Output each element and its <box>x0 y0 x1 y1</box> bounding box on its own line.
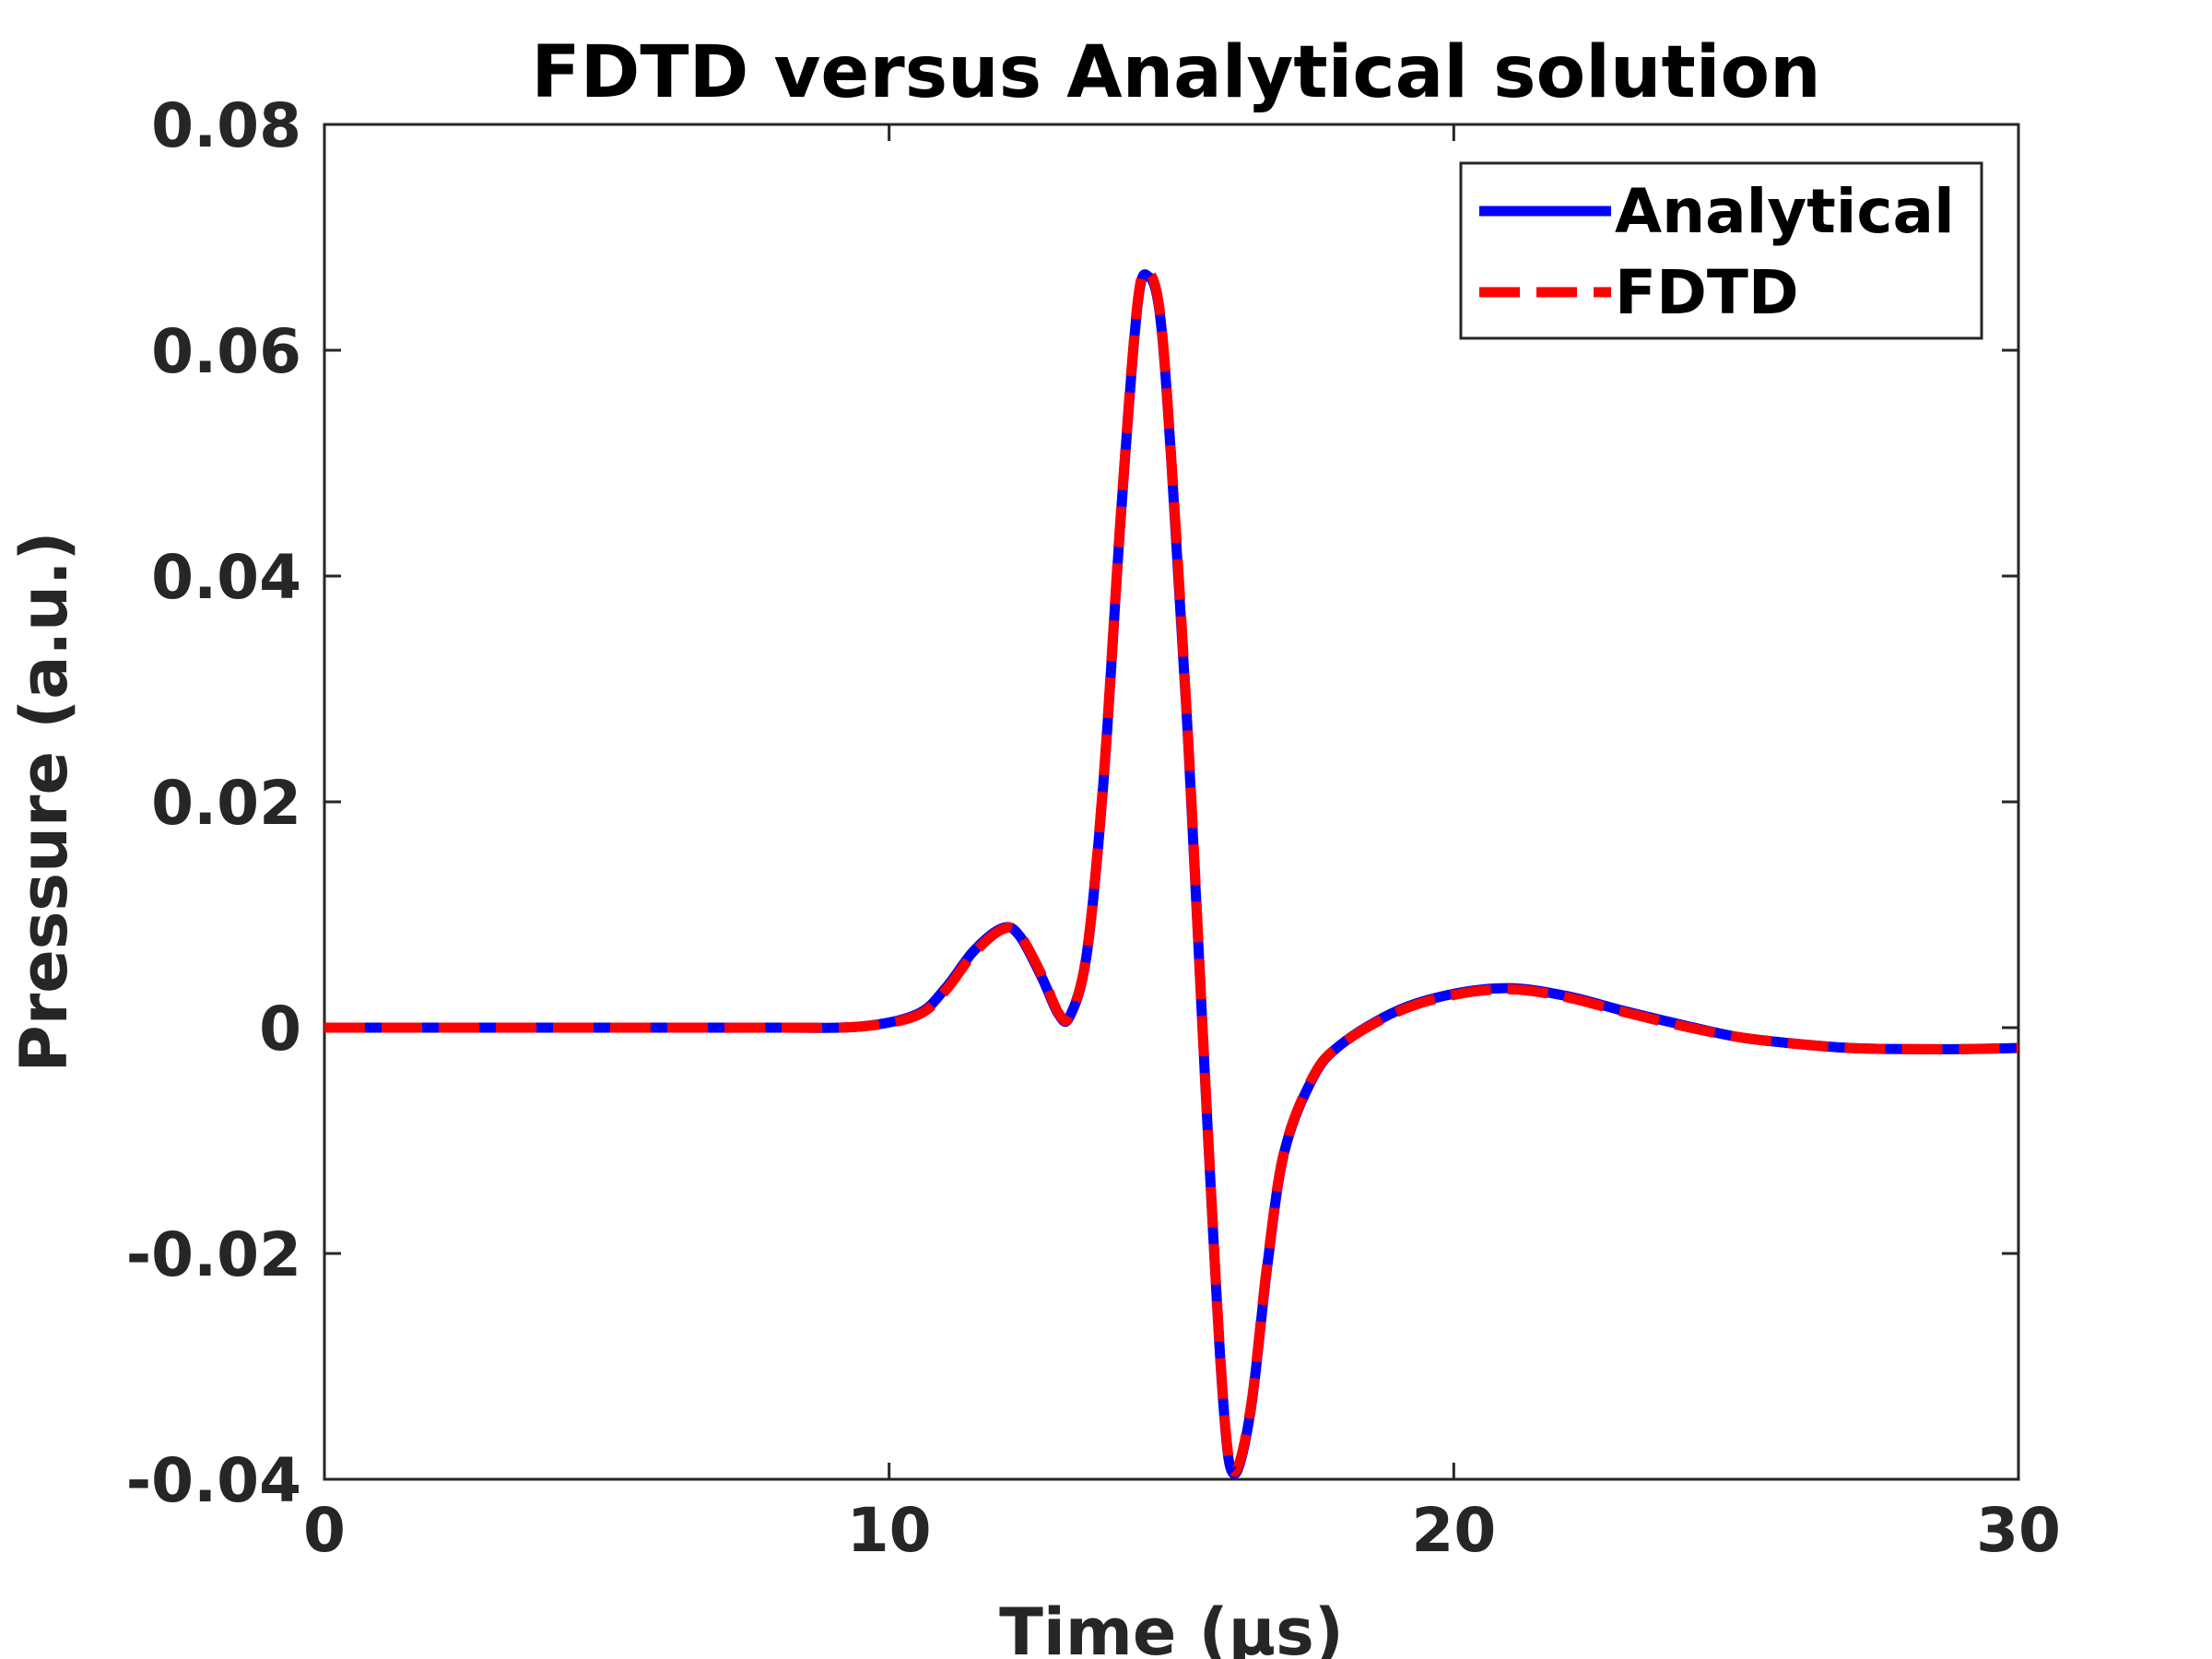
series-line-fdtd <box>324 265 2019 1477</box>
series-layer <box>324 265 2019 1479</box>
x-tick-label: 0 <box>303 1495 346 1566</box>
y-tick-label: 0.02 <box>151 768 301 839</box>
y-axis-label: Pressure (a.u.) <box>6 531 82 1072</box>
x-tick-label: 10 <box>847 1495 932 1566</box>
y-tick-label: -0.02 <box>126 1219 301 1290</box>
x-tick-label: 30 <box>1976 1495 2061 1566</box>
x-tick-label: 20 <box>1411 1495 1496 1566</box>
legend-box <box>1459 161 1983 340</box>
legend-label-analytical: Analytical <box>1615 176 1955 247</box>
y-tick-label: 0.06 <box>151 316 301 387</box>
y-tick-labels: -0.04 -0.02 0 0.02 0.04 0.06 0.08 <box>126 90 301 1516</box>
y-tick-label: 0 <box>259 994 301 1065</box>
y-tick-label: -0.04 <box>126 1445 301 1516</box>
x-tick-labels: 0 10 20 30 <box>303 1495 2061 1566</box>
legend: Analytical FDTD <box>1459 161 1983 340</box>
x-axis-label: Time (μs) <box>999 1594 1344 1659</box>
chart-title: FDTD versus Analytical solution <box>531 31 1820 114</box>
y-tick-label: 0.08 <box>151 90 301 161</box>
legend-label-fdtd: FDTD <box>1615 257 1799 328</box>
plot-frame <box>323 123 2020 1481</box>
tick-marks <box>323 123 2020 1481</box>
plot-area <box>323 123 2020 1481</box>
y-tick-label: 0.04 <box>151 542 301 613</box>
